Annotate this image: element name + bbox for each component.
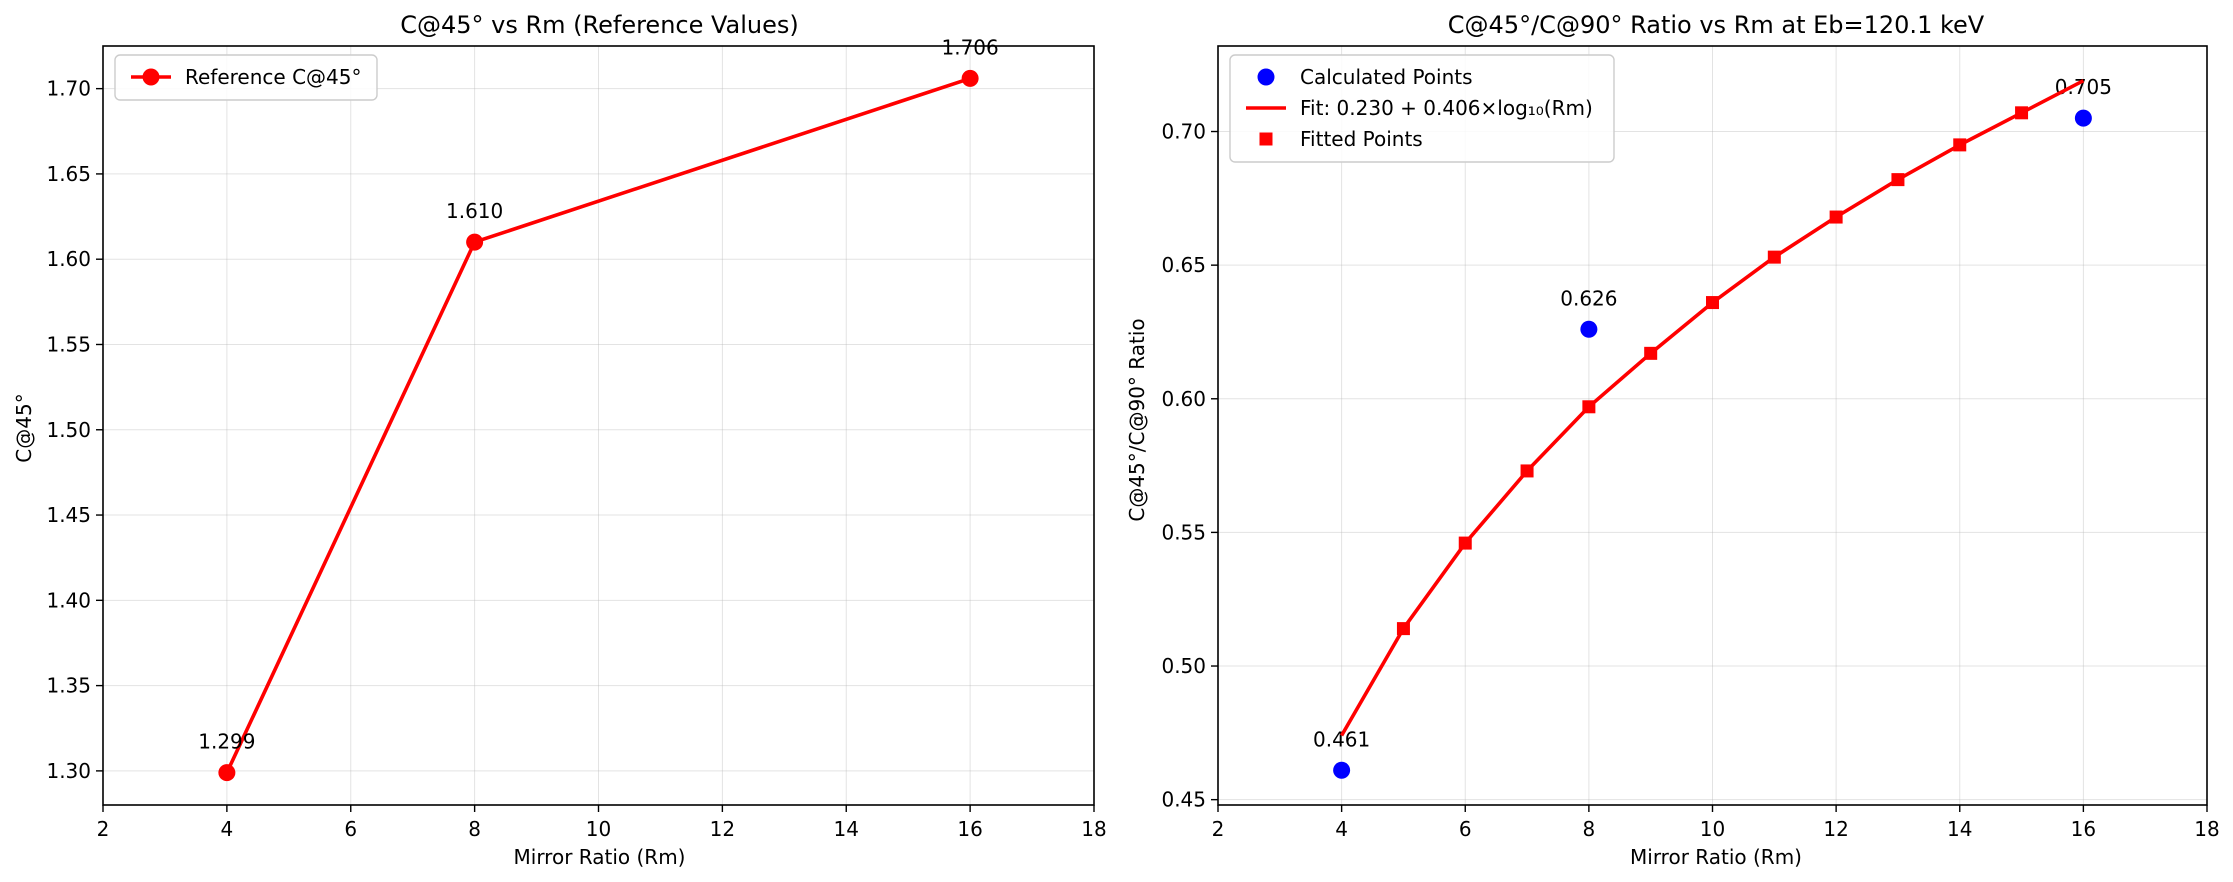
right-y-tick-label: 0.60 [1161,387,1206,411]
left-x-tick-label: 8 [468,817,481,841]
right-chart: C@45°/C@90° Ratio vs Rm at Eb=120.1 keV … [1125,11,2220,869]
right-series-0-point [1580,320,1598,338]
right-series-2-point [1706,296,1719,310]
right-x-tick-label: 2 [1212,817,1225,841]
right-series-0-point [2074,109,2092,127]
right-series-2-point [1644,346,1658,360]
right-series-0-data-label: 0.626 [1560,286,1617,310]
right-series-0-data-label: 0.461 [1313,727,1370,751]
right-legend-box [1229,54,1615,163]
right-plot-area: 2 4 6 8 10 12 14 16 18 0.45 0.50 0.55 0.60 0.65 0.70 0.… [1161,45,2220,841]
left-x-axis-label: Mirror Ratio (Rm) [514,845,686,869]
right-x-tick-label: 6 [1459,817,1472,841]
left-series-0-point [466,233,484,251]
left-y-tick-label: 1.70 [46,77,91,101]
right-legend-entry: Calculated Points [1300,65,1473,89]
right-y-axis-label: C@45°/C@90° Ratio [1125,318,1149,521]
left-series-0-data-label: 1.706 [941,35,998,59]
left-y-tick-label: 1.65 [46,162,91,186]
right-x-tick-label: 12 [1823,817,1848,841]
right-x-tick-label: 14 [1947,817,1972,841]
right-x-tick-label: 16 [2071,817,2096,841]
left-x-tick-label: 6 [344,817,357,841]
left-chart-title: C@45° vs Rm (Reference Values) [400,11,799,39]
left-y-tick-label: 1.40 [46,588,91,612]
right-series-2-point [1520,464,1534,478]
left-x-tick-label: 4 [221,817,234,841]
left-x-tick-label: 14 [834,817,859,841]
right-x-axis-label: Mirror Ratio (Rm) [1630,845,1802,869]
left-x-tick-label: 18 [1081,817,1106,841]
right-series-2-point [2015,106,2029,120]
right-series-2-point [1458,536,1472,550]
left-y-tick-label: 1.60 [46,247,91,271]
right-series-2-point [1953,138,1967,152]
left-x-tick-label: 2 [97,817,110,841]
right-y-tick-label: 0.45 [1161,788,1206,812]
right-legend-entry: Fitted Points [1300,127,1423,151]
right-x-tick-label: 18 [2194,817,2219,841]
left-series-0-point [961,69,979,87]
right-chart-title: C@45°/C@90° Ratio vs Rm at Eb=120.1 keV [1448,11,1985,39]
left-series-0-point [218,764,236,782]
left-series-0-data-label: 1.610 [446,199,503,223]
right-series-2-point [1396,622,1410,636]
left-y-tick-label: 1.50 [46,418,91,442]
left-axes-frame [102,45,1095,806]
left-legend-marker-swatch [142,68,160,86]
left-x-tick-label: 10 [586,817,611,841]
left-plot-area: 2 4 6 8 10 12 14 16 18 1.30 1.35 1.40 1.45 1.50 1.55 1.… [46,35,1106,841]
right-y-tick-label: 0.70 [1161,120,1206,144]
left-y-tick-label: 1.35 [46,674,91,698]
left-y-tick-label: 1.30 [46,759,91,783]
right-legend: Calculated Points Fit: 0.230 + 0.406×log₁… [1229,54,1615,163]
left-y-axis-label: C@45° [12,393,36,462]
right-series-2-point [1829,210,1843,224]
right-series-2-point [1767,250,1781,264]
right-legend-entry: Fit: 0.230 + 0.406×log₁₀(Rm) [1300,96,1593,120]
right-series-0-data-label: 0.705 [2055,75,2112,99]
left-legend-entry: Reference C@45° [185,65,361,89]
right-legend-marker-swatch [1259,132,1273,146]
left-series-0-data-label: 1.299 [198,730,255,754]
left-x-tick-label: 12 [710,817,735,841]
right-x-tick-label: 8 [1583,817,1596,841]
left-y-tick-label: 1.45 [46,503,91,527]
left-y-tick-label: 1.55 [46,332,91,356]
right-series-0-point [1333,761,1351,779]
left-legend: Reference C@45° [114,54,378,101]
right-legend-marker-swatch [1257,68,1275,86]
right-series-2-point [1582,400,1596,414]
right-series-2-point [1891,173,1905,187]
left-chart: C@45° vs Rm (Reference Values) 2 4 6 8 10 12 1… [12,11,1107,869]
right-y-tick-label: 0.50 [1161,654,1206,678]
right-y-tick-label: 0.55 [1161,520,1206,544]
right-y-tick-label: 0.65 [1161,253,1206,277]
left-legend-box [114,54,378,101]
right-axes-frame [1217,45,2208,806]
right-x-tick-label: 10 [1700,817,1725,841]
right-x-tick-label: 4 [1335,817,1348,841]
left-x-tick-label: 16 [957,817,982,841]
